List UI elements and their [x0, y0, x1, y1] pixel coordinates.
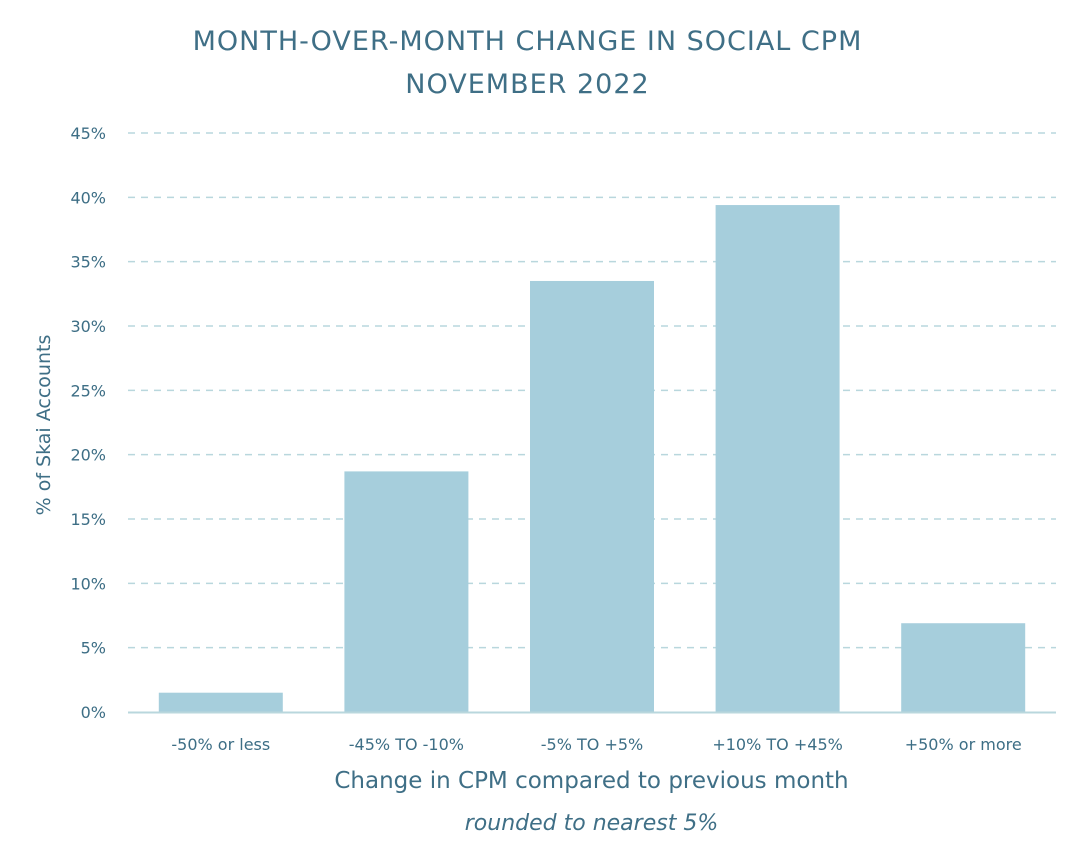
y-tick-label: 45%	[70, 124, 106, 143]
bar	[344, 471, 469, 712]
x-axis-label: Change in CPM compared to previous month	[334, 768, 849, 794]
chart-subtitle: NOVEMBER 2022	[405, 69, 650, 100]
y-tick-label: 20%	[70, 446, 106, 465]
y-axis-label: % of Skai Accounts	[33, 334, 55, 516]
y-tick-label: 30%	[70, 317, 106, 336]
bar	[715, 205, 840, 712]
y-tick-label: 5%	[81, 639, 106, 658]
bar	[530, 280, 654, 712]
y-tick-label: 15%	[70, 510, 106, 529]
bar	[158, 692, 283, 712]
bar	[901, 623, 1026, 712]
y-tick-label: 0%	[81, 703, 106, 722]
y-tick-label: 10%	[70, 574, 106, 593]
x-axis-note: rounded to nearest 5%	[464, 811, 719, 836]
y-tick-label: 40%	[70, 188, 106, 207]
chart-title: MONTH-OVER-MONTH CHANGE IN SOCIAL CPM	[192, 26, 863, 57]
x-tick-label: -5% TO +5%	[541, 735, 643, 754]
x-tick-label: +50% or more	[905, 735, 1022, 754]
y-tick-label: 25%	[70, 381, 106, 400]
x-tick-label: -45% TO -10%	[349, 735, 464, 754]
x-tick-label: +10% TO +45%	[712, 735, 842, 754]
y-tick-label: 35%	[70, 253, 106, 272]
x-tick-label: -50% or less	[171, 735, 270, 754]
